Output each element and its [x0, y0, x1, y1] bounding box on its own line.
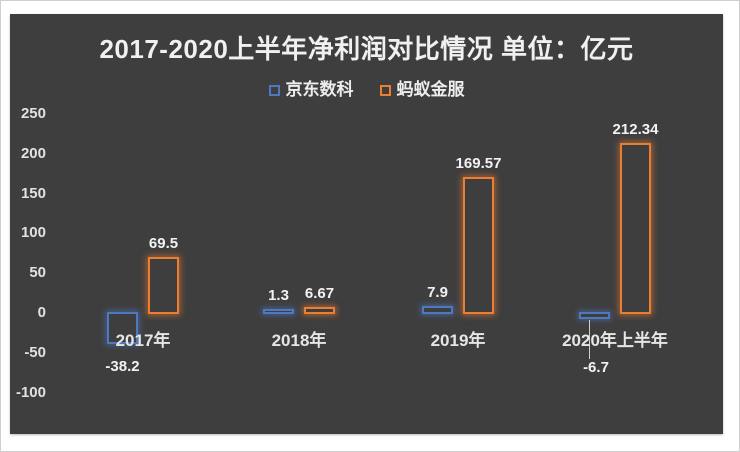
chart-panel: 2017-2020上半年净利润对比情况 单位：亿元 京东数科 蚂蚁金服 250 2… — [10, 14, 723, 434]
bar-ant-2018年 — [304, 307, 335, 314]
y-tick--100: -100 — [15, 383, 46, 401]
data-label-jd-2019年: 7.9 — [427, 284, 448, 301]
x-axis-label-2019年: 2019年 — [430, 331, 486, 350]
data-label-jd-2020年上半年: -6.7 — [583, 359, 609, 376]
x-axis-label-2017年: 2017年 — [115, 331, 171, 350]
label-leader-line — [589, 320, 590, 359]
x-axis-label-2020年上半年: 2020年上半年 — [562, 331, 668, 350]
bar-jd-2020年上半年 — [579, 312, 610, 319]
y-tick-200: 200 — [20, 144, 46, 162]
legend-item-ant: 蚂蚁金服 — [379, 80, 465, 100]
y-tick--50: -50 — [24, 343, 46, 361]
chart-title: 2017-2020上半年净利润对比情况 单位：亿元 — [99, 34, 634, 64]
data-label-ant-2018年: 6.67 — [304, 285, 335, 302]
data-label-jd-2018年: 1.3 — [268, 287, 289, 304]
y-tick-100: 100 — [20, 224, 46, 242]
y-tick-250: 250 — [20, 105, 46, 123]
bar-ant-2019年 — [463, 177, 494, 314]
legend-swatch-ant-icon — [379, 84, 391, 96]
data-label-ant-2020年上半年: 212.34 — [612, 121, 659, 138]
data-label-jd-2017年: -38.2 — [105, 358, 140, 375]
legend: 京东数科 蚂蚁金服 — [10, 80, 723, 100]
data-label-ant-2019年: 169.57 — [455, 155, 502, 172]
legend-label-ant: 蚂蚁金服 — [396, 80, 465, 99]
legend-item-jd: 京东数科 — [268, 80, 354, 100]
y-tick-150: 150 — [20, 184, 46, 202]
bar-ant-2020年上半年 — [620, 143, 651, 314]
bar-jd-2017年 — [107, 312, 138, 344]
y-tick-0: 0 — [37, 304, 46, 321]
legend-swatch-jd-icon — [268, 84, 280, 96]
bar-jd-2018年 — [263, 309, 294, 314]
y-tick-50: 50 — [29, 264, 46, 282]
x-axis-label-2018年: 2018年 — [271, 331, 327, 350]
bar-jd-2019年 — [422, 306, 453, 314]
legend-label-jd: 京东数科 — [285, 80, 354, 99]
bar-ant-2017年 — [148, 257, 179, 314]
data-label-ant-2017年: 69.5 — [148, 235, 179, 252]
